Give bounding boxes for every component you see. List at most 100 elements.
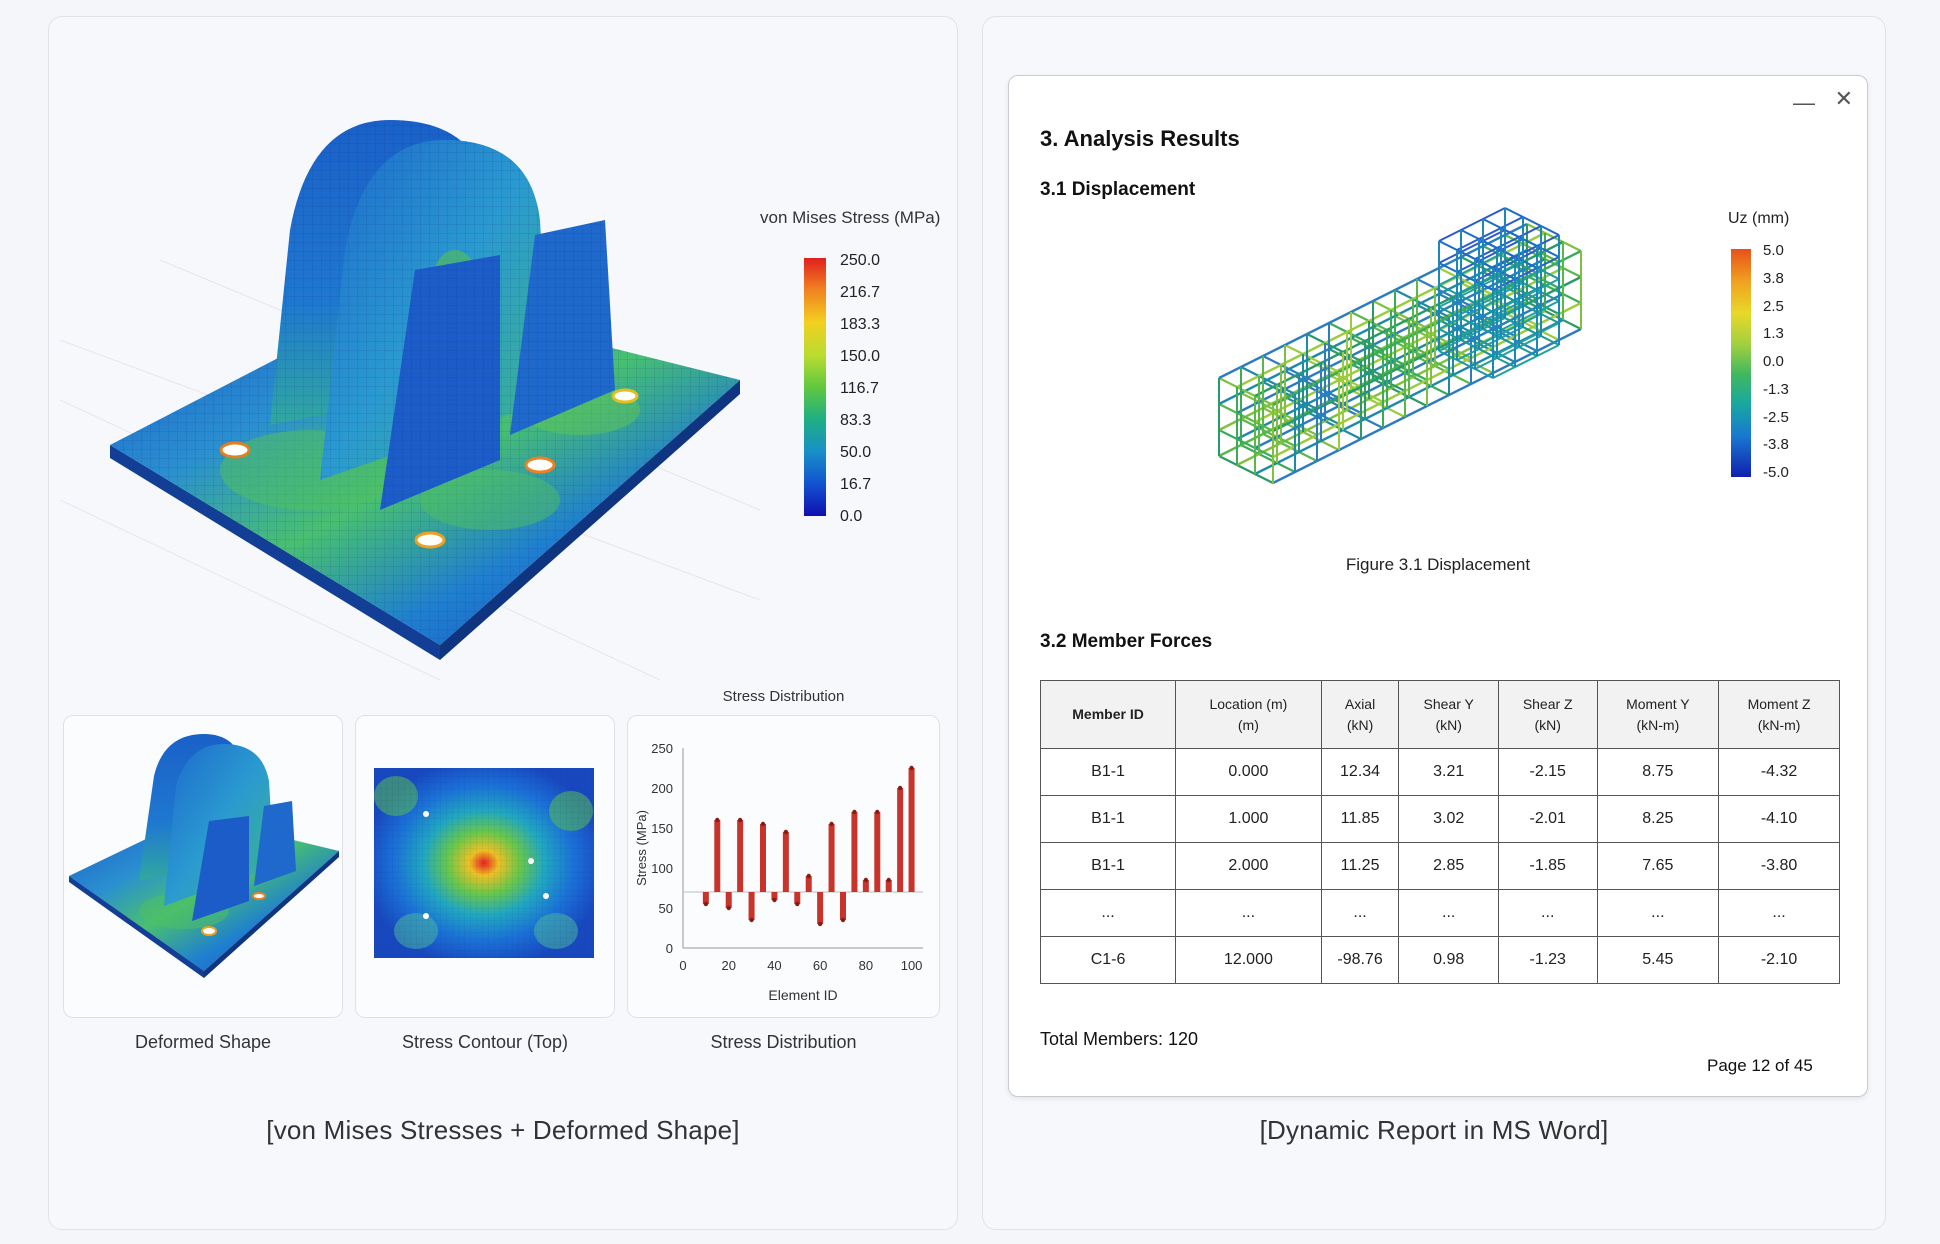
column-header-line1: Location (m)	[1209, 696, 1288, 713]
table-cell: -2.01	[1497, 795, 1598, 843]
table-cell: -2.10	[1718, 936, 1840, 984]
stress-bar	[828, 824, 835, 892]
stress-bar-cap	[875, 809, 880, 815]
stress-bar	[702, 892, 709, 904]
subsection-displacement: 3.1 Displacement	[1040, 179, 1196, 200]
uz-legend-tick: -1.3	[1763, 380, 1789, 398]
frame-member	[1474, 269, 1542, 304]
frame-member	[1474, 291, 1542, 326]
stress-3d-model	[60, 120, 760, 680]
table-cell: ...	[1175, 889, 1322, 937]
member-forces-table: Member ID Location (m) (m) Axial (kN) Shear Y…	[1039, 680, 1840, 984]
frame-member	[1492, 344, 1560, 379]
close-button[interactable]: ✕	[1834, 86, 1853, 111]
y-tick-label: 150	[651, 821, 673, 836]
table-cell: ...	[1596, 889, 1720, 937]
table-cell: 11.25	[1320, 842, 1400, 890]
page-number: Page 12 of 45	[1707, 1056, 1813, 1075]
stress-distribution-chart-title: Stress Distribution	[722, 688, 845, 705]
column-header: Moment Y (kN-m)	[1596, 680, 1720, 749]
stress-contour-caption: Stress Contour (Top)	[401, 1032, 569, 1052]
stress-contour-thumbnail[interactable]	[355, 715, 615, 1018]
table-row: B1-1 1.000 11.85 3.02 -2.01 8.25 -4.10	[1039, 795, 1840, 843]
table-cell: ...	[1718, 889, 1840, 937]
stress-bar	[725, 892, 732, 908]
column-header: Axial (kN)	[1320, 680, 1400, 749]
stress-bar	[897, 788, 904, 892]
table-cell: B1-1	[1039, 748, 1177, 796]
frame-member	[1474, 247, 1542, 282]
uz-legend-tick: 0.0	[1763, 353, 1784, 370]
x-tick-label: 40	[767, 958, 781, 973]
x-tick-label: 0	[679, 958, 686, 973]
frame-member	[1492, 322, 1560, 357]
stress-bar-cap	[817, 921, 823, 927]
table-cell: -2.15	[1497, 748, 1598, 796]
table-cell: 8.25	[1596, 795, 1720, 843]
stress-legend-tick: 116.7	[840, 380, 879, 397]
table-cell: -1.23	[1497, 936, 1598, 984]
table-cell: -4.10	[1718, 795, 1840, 843]
total-members: Total Members: 120	[1040, 1029, 1199, 1049]
column-header: Shear Y (kN)	[1398, 680, 1499, 749]
table-cell: ...	[1497, 889, 1598, 937]
stress-bar-cap	[726, 905, 731, 911]
frame-member	[1438, 207, 1506, 242]
column-header-line1: Shear Z	[1522, 696, 1573, 713]
column-header-line2: (kN-m)	[1636, 716, 1680, 733]
column-header-line2: (kN)	[1435, 716, 1462, 733]
frame-member	[1240, 418, 1296, 447]
frame-member	[1438, 251, 1506, 286]
frame-member	[1218, 429, 1274, 458]
frame-member	[1438, 350, 1494, 379]
frame-member	[1438, 229, 1506, 264]
stress-bar	[794, 892, 801, 904]
stress-bar	[737, 820, 744, 892]
table-cell: 11.85	[1320, 795, 1400, 843]
frame-member	[1456, 216, 1524, 251]
y-tick-label: 200	[651, 781, 673, 796]
uz-legend-title: Uz (mm)	[1728, 210, 1790, 227]
minimize-button[interactable]: —	[1793, 90, 1815, 115]
stress-bar	[817, 892, 824, 924]
frame-member	[1474, 335, 1542, 370]
table-cell: C1-6	[1039, 936, 1177, 984]
y-tick-label: 250	[651, 741, 673, 756]
x-axis-label: Element ID	[768, 987, 837, 1003]
table-cell: 0.98	[1398, 936, 1499, 984]
column-header-line2: (m)	[1237, 716, 1259, 733]
stress-bar-cap	[749, 917, 754, 923]
stress-bar	[771, 892, 778, 900]
y-axis-label: Stress (MPa)	[634, 810, 649, 886]
displacement-frame-model	[1218, 207, 1582, 485]
column-header-line2: (kN)	[1346, 716, 1374, 733]
table-cell: 7.65	[1596, 842, 1720, 890]
y-tick-label: 0	[666, 941, 673, 956]
stress-bar	[908, 768, 915, 892]
stress-distribution-thumbnail[interactable]: 0 50 100 150 200 250 0 20 40 60 80 100 Element ID Str…	[627, 715, 940, 1018]
table-cell: -3.80	[1718, 842, 1840, 890]
stress-bar	[760, 824, 766, 892]
stress-distribution-caption: Stress Distribution	[710, 1032, 857, 1052]
column-header-line1: Member ID	[1072, 706, 1144, 723]
table-cell: 12.000	[1175, 936, 1322, 984]
stress-bar-cap	[829, 821, 834, 827]
table-row: B1-1 2.000 11.25 2.85 -1.85 7.65 -3.80	[1039, 842, 1840, 890]
stress-bar-cap	[703, 901, 709, 907]
deformed-shape-thumbnail[interactable]	[63, 715, 343, 1018]
stress-bar	[874, 812, 881, 892]
y-tick-label: 50	[659, 901, 673, 916]
frame-member	[1492, 300, 1560, 335]
column-header: Location (m) (m)	[1175, 680, 1322, 749]
column-header-line1: Moment Y	[1626, 696, 1690, 713]
stress-bar-cap	[886, 877, 891, 883]
table-cell: ...	[1320, 889, 1400, 937]
left-panel-caption: [von Mises Stresses + Deformed Shape]	[266, 1115, 740, 1145]
uz-legend-tick: 3.8	[1763, 269, 1784, 287]
frame-member	[1218, 455, 1274, 484]
stress-bar	[851, 812, 858, 892]
stress-distribution-chart: 0 50 100 150 200 250 0 20 40 60 80 100 Element ID Str…	[634, 741, 923, 1003]
table-cell: 0.000	[1175, 748, 1322, 796]
table-row: C1-6 12.000 -98.76 0.98 -1.23 5.45 -2.10	[1039, 936, 1840, 984]
frame-member	[1456, 238, 1524, 273]
